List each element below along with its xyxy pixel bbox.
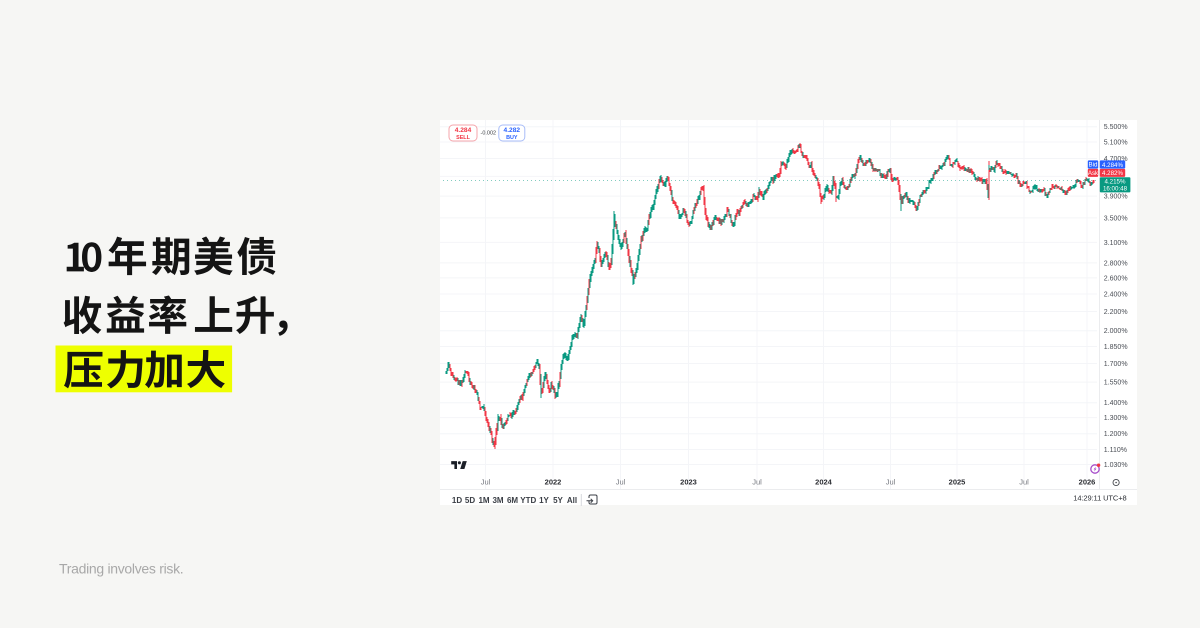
svg-text:Jul: Jul [886, 478, 896, 487]
svg-text:1.200%: 1.200% [1104, 431, 1128, 438]
svg-text:5D: 5D [465, 496, 475, 505]
svg-text:Jul: Jul [481, 478, 491, 487]
svg-text:1.700%: 1.700% [1104, 361, 1128, 368]
svg-text:Trading involves risk.: Trading involves risk. [59, 561, 183, 577]
svg-text:16:00:48: 16:00:48 [1103, 185, 1128, 192]
svg-text:4.282%: 4.282% [1102, 170, 1123, 177]
svg-text:2.200%: 2.200% [1104, 309, 1128, 316]
svg-text:14:29:11 UTC+8: 14:29:11 UTC+8 [1073, 494, 1126, 503]
svg-text:Jul: Jul [752, 478, 762, 487]
svg-text:5.100%: 5.100% [1104, 139, 1128, 146]
svg-text:3.900%: 3.900% [1104, 194, 1128, 201]
svg-text:1.850%: 1.850% [1104, 344, 1128, 351]
svg-text:Jul: Jul [616, 478, 626, 487]
svg-text:1.400%: 1.400% [1104, 400, 1128, 407]
svg-text:SELL: SELL [456, 135, 470, 141]
svg-text:All: All [567, 496, 577, 505]
svg-text:2.400%: 2.400% [1104, 291, 1128, 298]
svg-text:1Y: 1Y [539, 496, 549, 505]
svg-text:6M: 6M [507, 496, 518, 505]
svg-text:BUY: BUY [506, 135, 518, 141]
svg-text:2.800%: 2.800% [1104, 260, 1128, 267]
svg-text:4.284: 4.284 [455, 127, 472, 134]
svg-text:4.700%: 4.700% [1104, 156, 1128, 163]
svg-text:YTD: YTD [520, 496, 536, 505]
svg-text:4.284%: 4.284% [1102, 162, 1123, 169]
svg-text:2023: 2023 [680, 478, 697, 487]
svg-text:3.500%: 3.500% [1104, 215, 1128, 222]
svg-text:Ask: Ask [1088, 170, 1099, 177]
svg-text:1.300%: 1.300% [1104, 415, 1128, 422]
svg-text:1D: 1D [452, 496, 462, 505]
svg-text:2026: 2026 [1079, 478, 1096, 487]
svg-text:4.282: 4.282 [504, 127, 521, 134]
svg-text:5Y: 5Y [553, 496, 563, 505]
svg-text:1.550%: 1.550% [1104, 380, 1128, 387]
svg-text:Jul: Jul [1019, 478, 1029, 487]
svg-text:2025: 2025 [949, 478, 966, 487]
svg-text:-0.002: -0.002 [480, 131, 496, 137]
svg-text:3.100%: 3.100% [1104, 240, 1128, 247]
svg-text:1M: 1M [478, 496, 489, 505]
svg-text:5.500%: 5.500% [1104, 124, 1128, 131]
svg-text:2024: 2024 [815, 478, 833, 487]
svg-text:3M: 3M [492, 496, 503, 505]
svg-text:1.030%: 1.030% [1104, 462, 1128, 469]
svg-text:2022: 2022 [545, 478, 562, 487]
svg-text:2.000%: 2.000% [1104, 328, 1128, 335]
svg-text:4.215%: 4.215% [1105, 179, 1126, 186]
svg-text:1.110%: 1.110% [1104, 447, 1127, 454]
svg-text:Bid: Bid [1089, 162, 1099, 169]
svg-text:2.600%: 2.600% [1104, 275, 1128, 282]
